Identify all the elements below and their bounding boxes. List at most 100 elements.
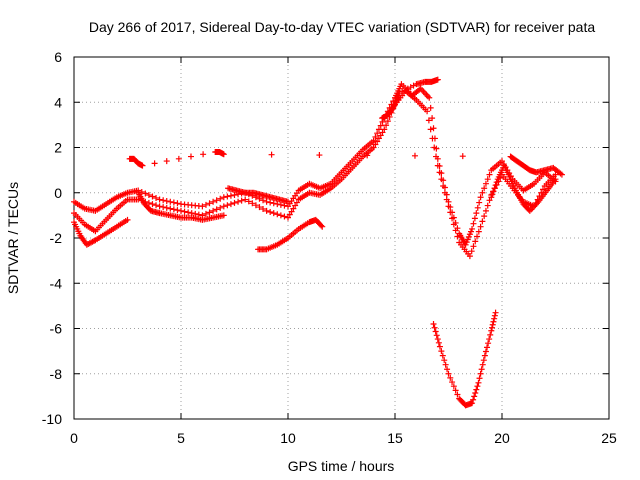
data-point [489, 321, 496, 328]
data-point [277, 212, 284, 219]
data-point [449, 215, 456, 222]
data-point [220, 194, 227, 201]
data-point [433, 332, 440, 339]
data-point [153, 195, 160, 202]
data-point [445, 370, 452, 377]
data-point [124, 216, 131, 223]
x-tick-label: 25 [601, 430, 617, 446]
data-point [174, 207, 181, 214]
y-tick-label: -8 [50, 366, 63, 382]
data-point [260, 197, 267, 204]
data-point [383, 122, 390, 129]
data-point [466, 253, 473, 260]
data-point [434, 162, 441, 169]
x-tick-label: 20 [494, 430, 510, 446]
data-point [486, 171, 493, 178]
data-point [224, 193, 231, 200]
series-track-2 [71, 87, 559, 260]
data-point [470, 243, 477, 250]
data-point [242, 196, 249, 203]
series-track-10 [488, 162, 559, 214]
data-point [492, 182, 499, 189]
data-point [478, 366, 485, 373]
data-point [267, 199, 274, 206]
data-point [263, 198, 270, 205]
series-track-7 [135, 189, 227, 223]
data-point [245, 198, 252, 205]
data-point [217, 204, 224, 211]
data-point [145, 192, 152, 199]
data-point [459, 153, 466, 160]
data-point [430, 320, 437, 327]
data-point [540, 186, 547, 193]
data-point [466, 231, 473, 238]
data-point [375, 135, 382, 142]
data-point [491, 315, 498, 322]
data-point [492, 309, 499, 316]
data-point [292, 202, 299, 209]
data-point [486, 336, 493, 343]
data-point [469, 225, 476, 232]
data-point [476, 375, 483, 382]
chart-title: Day 266 of 2017, Sidereal Day-to-day VTE… [89, 19, 596, 35]
data-point [163, 198, 170, 205]
data-point [426, 94, 433, 101]
data-point [220, 203, 227, 210]
data-point [372, 141, 379, 148]
data-point [445, 203, 452, 210]
data-point [231, 192, 238, 199]
data-point [181, 208, 188, 215]
data-point [468, 248, 475, 255]
data-point [187, 153, 194, 160]
data-point [370, 137, 377, 144]
series-track-5 [430, 309, 499, 409]
data-point [185, 209, 192, 216]
data-point [293, 199, 300, 206]
data-point [231, 199, 238, 206]
data-point [319, 223, 326, 230]
data-point [135, 196, 142, 203]
data-point [432, 328, 439, 335]
data-point [151, 160, 158, 167]
data-point [381, 126, 388, 133]
data-point [252, 194, 259, 201]
data-point [440, 182, 447, 189]
data-point [199, 203, 206, 210]
data-point [479, 361, 486, 368]
data-point [202, 201, 209, 208]
data-point [485, 340, 492, 347]
x-axis-label: GPS time / hours [288, 458, 395, 474]
data-point [489, 191, 496, 198]
axis-ticks [73, 56, 610, 420]
data-point [484, 176, 491, 183]
data-point [447, 374, 454, 381]
data-point [493, 179, 500, 186]
y-tick-label: 6 [54, 49, 62, 65]
data-point [479, 218, 486, 225]
data-point [488, 327, 495, 334]
data-point [477, 370, 484, 377]
data-point [473, 386, 480, 393]
data-point [438, 176, 445, 183]
data-point [488, 194, 495, 201]
data-point [454, 233, 461, 240]
data-point [484, 202, 491, 209]
data-point [433, 153, 440, 160]
data-point [424, 108, 431, 115]
data-point [163, 158, 170, 165]
data-point [142, 190, 149, 197]
data-point [480, 357, 487, 364]
data-point [210, 198, 217, 205]
data-point [377, 122, 384, 129]
data-point [145, 199, 152, 206]
data-point [463, 239, 470, 246]
x-tick-label: 5 [177, 430, 185, 446]
data-point [374, 138, 381, 145]
series-track-3 [71, 216, 131, 248]
x-tick-label: 15 [387, 430, 403, 446]
x-tick-label: 10 [280, 430, 296, 446]
y-tick-label: 4 [54, 94, 62, 110]
data-point [482, 348, 489, 355]
data-point [475, 228, 482, 235]
